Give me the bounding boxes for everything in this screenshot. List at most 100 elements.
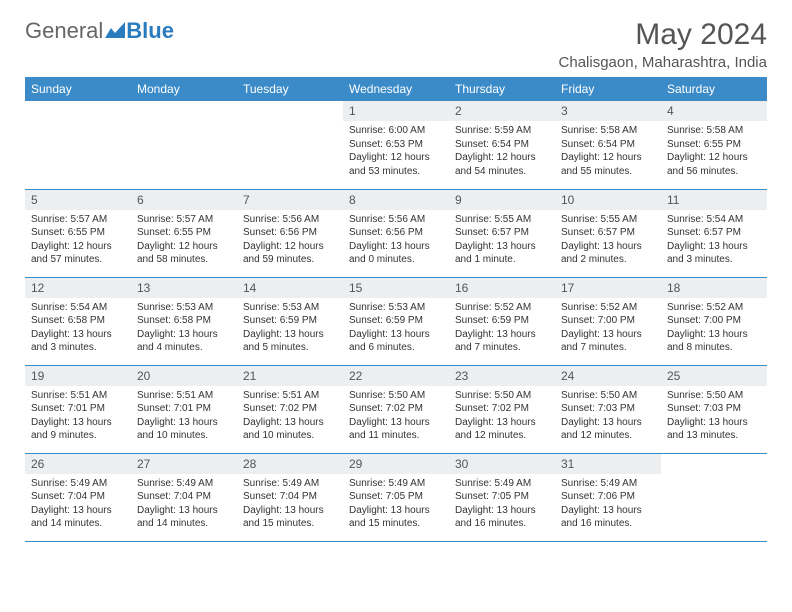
month-title: May 2024 [559, 18, 767, 52]
calendar-day-cell: 14Sunrise: 5:53 AMSunset: 6:59 PMDayligh… [237, 277, 343, 365]
day-details: Sunrise: 5:59 AMSunset: 6:54 PMDaylight:… [449, 121, 555, 183]
weekday-header: Sunday [25, 77, 131, 101]
day-details: Sunrise: 5:58 AMSunset: 6:54 PMDaylight:… [555, 121, 661, 183]
calendar-day-cell: 13Sunrise: 5:53 AMSunset: 6:58 PMDayligh… [131, 277, 237, 365]
calendar-day-cell: 12Sunrise: 5:54 AMSunset: 6:58 PMDayligh… [25, 277, 131, 365]
day-details: Sunrise: 5:49 AMSunset: 7:06 PMDaylight:… [555, 474, 661, 536]
day-details: Sunrise: 5:49 AMSunset: 7:05 PMDaylight:… [343, 474, 449, 536]
calendar-day-cell: 15Sunrise: 5:53 AMSunset: 6:59 PMDayligh… [343, 277, 449, 365]
calendar-body: ......1Sunrise: 6:00 AMSunset: 6:53 PMDa… [25, 101, 767, 541]
calendar-day-cell: 24Sunrise: 5:50 AMSunset: 7:03 PMDayligh… [555, 365, 661, 453]
day-details: Sunrise: 5:52 AMSunset: 7:00 PMDaylight:… [661, 298, 767, 360]
calendar-day-cell: 21Sunrise: 5:51 AMSunset: 7:02 PMDayligh… [237, 365, 343, 453]
calendar-day-cell: 26Sunrise: 5:49 AMSunset: 7:04 PMDayligh… [25, 453, 131, 541]
day-number: 31 [555, 454, 661, 474]
calendar-table: SundayMondayTuesdayWednesdayThursdayFrid… [25, 77, 767, 542]
day-details: Sunrise: 5:54 AMSunset: 6:58 PMDaylight:… [25, 298, 131, 360]
day-number: 5 [25, 190, 131, 210]
weekday-header: Wednesday [343, 77, 449, 101]
day-details: Sunrise: 5:50 AMSunset: 7:03 PMDaylight:… [661, 386, 767, 448]
calendar-day-cell: 8Sunrise: 5:56 AMSunset: 6:56 PMDaylight… [343, 189, 449, 277]
brand-logo: General Blue [25, 18, 174, 44]
calendar-day-cell: 7Sunrise: 5:56 AMSunset: 6:56 PMDaylight… [237, 189, 343, 277]
day-number: 19 [25, 366, 131, 386]
day-number: 7 [237, 190, 343, 210]
brand-chart-icon [105, 22, 125, 38]
day-details: Sunrise: 5:58 AMSunset: 6:55 PMDaylight:… [661, 121, 767, 183]
day-number: 12 [25, 278, 131, 298]
weekday-header: Friday [555, 77, 661, 101]
day-number: 3 [555, 101, 661, 121]
calendar-day-cell: 28Sunrise: 5:49 AMSunset: 7:04 PMDayligh… [237, 453, 343, 541]
day-number: 9 [449, 190, 555, 210]
calendar-day-cell: 18Sunrise: 5:52 AMSunset: 7:00 PMDayligh… [661, 277, 767, 365]
calendar-day-cell: 16Sunrise: 5:52 AMSunset: 6:59 PMDayligh… [449, 277, 555, 365]
day-details: Sunrise: 5:51 AMSunset: 7:01 PMDaylight:… [25, 386, 131, 448]
calendar-week-row: ......1Sunrise: 6:00 AMSunset: 6:53 PMDa… [25, 101, 767, 189]
weekday-header: Thursday [449, 77, 555, 101]
calendar-week-row: 5Sunrise: 5:57 AMSunset: 6:55 PMDaylight… [25, 189, 767, 277]
day-number: 18 [661, 278, 767, 298]
day-details: Sunrise: 6:00 AMSunset: 6:53 PMDaylight:… [343, 121, 449, 183]
calendar-day-cell: 5Sunrise: 5:57 AMSunset: 6:55 PMDaylight… [25, 189, 131, 277]
day-number: 22 [343, 366, 449, 386]
calendar-week-row: 12Sunrise: 5:54 AMSunset: 6:58 PMDayligh… [25, 277, 767, 365]
calendar-day-cell: .. [25, 101, 131, 189]
calendar-day-cell: 29Sunrise: 5:49 AMSunset: 7:05 PMDayligh… [343, 453, 449, 541]
day-number: 29 [343, 454, 449, 474]
day-number: 24 [555, 366, 661, 386]
calendar-day-cell: 11Sunrise: 5:54 AMSunset: 6:57 PMDayligh… [661, 189, 767, 277]
day-number: 27 [131, 454, 237, 474]
header: General Blue May 2024 Chalisgaon, Mahara… [25, 18, 767, 71]
day-number: 23 [449, 366, 555, 386]
day-details: Sunrise: 5:53 AMSunset: 6:59 PMDaylight:… [237, 298, 343, 360]
calendar-day-cell: .. [237, 101, 343, 189]
day-number: 4 [661, 101, 767, 121]
calendar-day-cell: .. [131, 101, 237, 189]
day-number: 16 [449, 278, 555, 298]
day-number: 10 [555, 190, 661, 210]
day-details: Sunrise: 5:56 AMSunset: 6:56 PMDaylight:… [237, 210, 343, 272]
day-details: Sunrise: 5:49 AMSunset: 7:04 PMDaylight:… [237, 474, 343, 536]
calendar-day-cell: 27Sunrise: 5:49 AMSunset: 7:04 PMDayligh… [131, 453, 237, 541]
day-details: Sunrise: 5:57 AMSunset: 6:55 PMDaylight:… [25, 210, 131, 272]
weekday-header: Tuesday [237, 77, 343, 101]
day-number: 11 [661, 190, 767, 210]
calendar-day-cell: 4Sunrise: 5:58 AMSunset: 6:55 PMDaylight… [661, 101, 767, 189]
day-details: Sunrise: 5:51 AMSunset: 7:01 PMDaylight:… [131, 386, 237, 448]
calendar-week-row: 19Sunrise: 5:51 AMSunset: 7:01 PMDayligh… [25, 365, 767, 453]
day-number: 14 [237, 278, 343, 298]
day-details: Sunrise: 5:55 AMSunset: 6:57 PMDaylight:… [449, 210, 555, 272]
calendar-day-cell: 23Sunrise: 5:50 AMSunset: 7:02 PMDayligh… [449, 365, 555, 453]
day-details: Sunrise: 5:51 AMSunset: 7:02 PMDaylight:… [237, 386, 343, 448]
day-details: Sunrise: 5:50 AMSunset: 7:02 PMDaylight:… [449, 386, 555, 448]
day-number: 13 [131, 278, 237, 298]
day-number: 25 [661, 366, 767, 386]
location-text: Chalisgaon, Maharashtra, India [559, 54, 767, 71]
day-number: 15 [343, 278, 449, 298]
calendar-day-cell: 17Sunrise: 5:52 AMSunset: 7:00 PMDayligh… [555, 277, 661, 365]
day-details: Sunrise: 5:49 AMSunset: 7:04 PMDaylight:… [25, 474, 131, 536]
calendar-day-cell: 2Sunrise: 5:59 AMSunset: 6:54 PMDaylight… [449, 101, 555, 189]
calendar-day-cell: 20Sunrise: 5:51 AMSunset: 7:01 PMDayligh… [131, 365, 237, 453]
day-number: 8 [343, 190, 449, 210]
title-block: May 2024 Chalisgaon, Maharashtra, India [559, 18, 767, 71]
day-number: 6 [131, 190, 237, 210]
day-details: Sunrise: 5:55 AMSunset: 6:57 PMDaylight:… [555, 210, 661, 272]
calendar-week-row: 26Sunrise: 5:49 AMSunset: 7:04 PMDayligh… [25, 453, 767, 541]
day-number: 30 [449, 454, 555, 474]
day-number: 20 [131, 366, 237, 386]
day-details: Sunrise: 5:57 AMSunset: 6:55 PMDaylight:… [131, 210, 237, 272]
day-details: Sunrise: 5:56 AMSunset: 6:56 PMDaylight:… [343, 210, 449, 272]
weekday-header: Saturday [661, 77, 767, 101]
day-number: 17 [555, 278, 661, 298]
day-details: Sunrise: 5:54 AMSunset: 6:57 PMDaylight:… [661, 210, 767, 272]
day-details: Sunrise: 5:52 AMSunset: 6:59 PMDaylight:… [449, 298, 555, 360]
calendar-day-cell: .. [661, 453, 767, 541]
day-number: 28 [237, 454, 343, 474]
day-details: Sunrise: 5:50 AMSunset: 7:03 PMDaylight:… [555, 386, 661, 448]
calendar-day-cell: 19Sunrise: 5:51 AMSunset: 7:01 PMDayligh… [25, 365, 131, 453]
calendar-day-cell: 10Sunrise: 5:55 AMSunset: 6:57 PMDayligh… [555, 189, 661, 277]
day-number: 2 [449, 101, 555, 121]
day-number: 1 [343, 101, 449, 121]
